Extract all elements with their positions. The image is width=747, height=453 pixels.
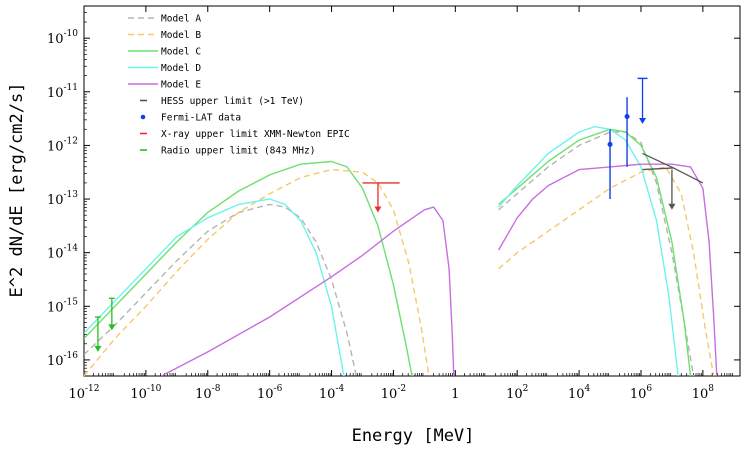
y-tick-base: 10: [47, 354, 64, 369]
x-tick-exponent: -6: [274, 384, 283, 394]
x-tick-label: 108: [692, 384, 715, 402]
y-tick-label: 10-14: [47, 244, 78, 262]
observations: [94, 77, 704, 352]
y-tick-base: 10: [47, 86, 64, 101]
x-tick-base: 10: [692, 387, 709, 402]
x-tick-exponent: 6: [646, 384, 652, 394]
plot-frame: [83, 5, 741, 377]
x-tick-exponent: 4: [585, 384, 591, 394]
x-tick-base: 10: [381, 387, 398, 402]
y-tick-label: 10-13: [47, 190, 78, 208]
model-e-curve-2: [497, 163, 718, 376]
legend-label-model-a: Model A: [161, 14, 201, 25]
legend-swatch-fermi-lat: [140, 114, 146, 120]
x-tick-label: 10-12: [68, 384, 99, 402]
legend-label-fermi-lat: Fermi-LAT data: [161, 113, 241, 124]
fermi-point-1: [607, 141, 613, 147]
y-tick-base: 10: [47, 300, 64, 315]
plot-area: [83, 5, 741, 377]
x-tick-exponent: -8: [212, 384, 221, 394]
x-tick-base: 10: [319, 387, 336, 402]
legend-label-model-d: Model D: [161, 63, 201, 74]
axis-labels: Energy [MeV] E^2 dN/dE [erg/cm2/s]: [7, 83, 474, 446]
model-e-curve-1: [161, 206, 455, 376]
x-tick-exponent: 2: [523, 384, 529, 394]
x-tick-label: 106: [630, 384, 653, 402]
legend-label-model-e: Model E: [161, 80, 201, 91]
x-axis-label: Energy [MeV]: [352, 426, 475, 446]
xray-ul-arrow-head: [374, 206, 382, 213]
y-tick-base: 10: [47, 139, 64, 154]
x-tick-base: 10: [195, 387, 212, 402]
x-tick-label: 102: [506, 384, 528, 402]
model-curves: [84, 126, 718, 376]
y-tick-exponent: -14: [64, 244, 79, 254]
x-tick-label: 104: [568, 384, 591, 402]
y-tick-label: 10-11: [47, 83, 78, 101]
y-tick-exponent: -16: [64, 351, 79, 361]
fermi-ul-arrow-head: [639, 117, 647, 124]
y-tick-base: 10: [47, 193, 64, 208]
x-tick-base: 10: [630, 387, 647, 402]
model-d-curve-2: [498, 126, 679, 376]
y-tick-exponent: -10: [64, 29, 79, 39]
hess-bowtie-upper: [642, 152, 704, 184]
x-tick-label: 10-6: [257, 384, 283, 402]
y-tick-label: 10-10: [47, 29, 78, 47]
legend-label-radio: Radio upper limit (843 MHz): [161, 146, 315, 157]
x-tick-exponent: -4: [335, 384, 344, 394]
legend-label-hess: HESS upper limit (>1 TeV): [161, 96, 304, 107]
x-tick-exponent: -10: [147, 384, 162, 394]
legend-label-model-c: Model C: [161, 47, 201, 58]
fermi-point-2: [624, 113, 630, 119]
x-tick-base: 10: [130, 387, 147, 402]
x-tick-base: 10: [506, 387, 523, 402]
y-tick-exponent: -12: [64, 136, 79, 146]
hess-bowtie-lower: [642, 167, 674, 171]
hess-arrow-head: [668, 203, 676, 210]
legend-label-model-b: Model B: [161, 30, 201, 41]
x-tick-base: 10: [257, 387, 274, 402]
legend: Model A Model B Model C Model D Model E HESS …: [128, 14, 350, 157]
x-tick-exponent: -2: [397, 384, 406, 394]
model-d-curve-1: [84, 198, 345, 376]
x-tick-label: 10-4: [319, 384, 345, 402]
model-c-curve-1: [84, 160, 413, 376]
x-tick-base: 1: [451, 387, 459, 402]
x-tick-base: 10: [68, 387, 85, 402]
y-tick-base: 10: [47, 32, 64, 47]
y-axis-label: E^2 dN/dE [erg/cm2/s]: [7, 83, 27, 298]
model-c-curve-2: [498, 128, 692, 376]
y-tick-label: 10-16: [47, 351, 78, 369]
model-a-curve-1: [84, 203, 357, 376]
radio-ul-arrow-1-head: [94, 345, 102, 352]
x-tick-exponent: 8: [708, 384, 714, 394]
x-tick-base: 10: [568, 387, 585, 402]
x-tick-label: 1: [451, 387, 459, 402]
x-tick-label: 10-10: [130, 384, 161, 402]
y-tick-exponent: -15: [64, 297, 79, 307]
y-tick-base: 10: [47, 247, 64, 262]
radio-ul-arrow-2-head: [108, 324, 116, 331]
model-b-curve-2: [498, 166, 715, 376]
y-tick-exponent: -13: [64, 190, 79, 200]
x-tick-label: 10-2: [381, 384, 406, 402]
x-tick-label: 10-8: [195, 384, 221, 402]
x-tick-exponent: -12: [85, 384, 100, 394]
y-tick-exponent: -11: [64, 83, 79, 93]
y-tick-label: 10-15: [47, 297, 78, 315]
legend-label-xray: X-ray upper limit XMM-Newton EPIC: [161, 129, 350, 140]
y-tick-label: 10-12: [47, 136, 78, 154]
